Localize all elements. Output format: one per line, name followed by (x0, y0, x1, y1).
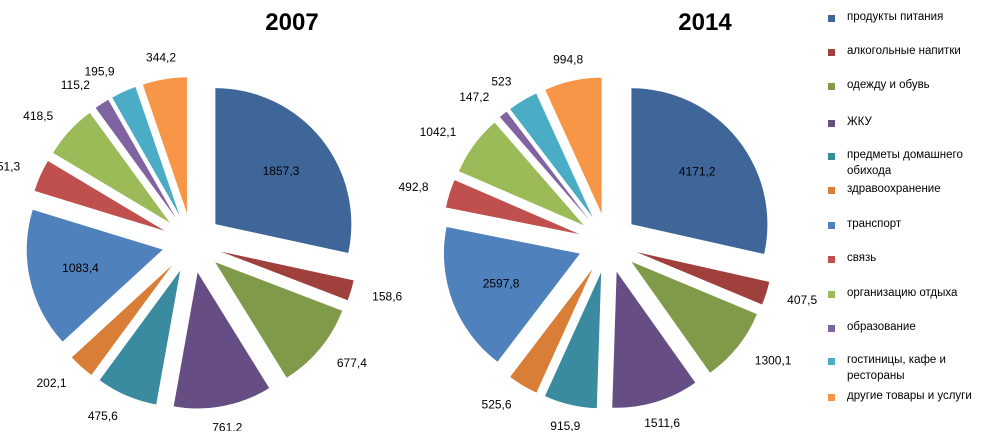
legend-item: здравоохранение (822, 181, 1003, 197)
data-label: 1042,1 (420, 125, 457, 139)
legend-label: здравоохранение (847, 183, 941, 195)
legend-swatch (828, 49, 835, 56)
data-label: 915,9 (550, 419, 580, 431)
legend-item: другие товары и услуги (822, 388, 1003, 404)
legend-item: одежду и обувь (822, 77, 1003, 93)
pie-2014: 4171,2 407,5 1300,1 1511,6 915,9 525,6 2597,8 4… (398, 52, 817, 433)
pie-slice (220, 251, 354, 301)
legend-item: организацию отдыха (822, 285, 1003, 301)
legend-swatch (828, 222, 835, 229)
legend-item: гостиницы, кафе и рестораны (822, 352, 1003, 384)
legend-swatch (828, 187, 835, 194)
legend-label: предметы домашнего обихода (847, 149, 963, 177)
pie-slice (499, 111, 590, 220)
legend-swatch (828, 120, 835, 127)
legend-label: одежду и обувь (847, 79, 930, 91)
legend-swatch (828, 291, 835, 298)
legend-label: транспорт (847, 218, 902, 230)
legend-item: образование (822, 319, 1003, 335)
pie-slice (545, 272, 602, 409)
pie-slice (631, 261, 757, 373)
legend-swatch (828, 153, 835, 160)
pie-slice (142, 77, 188, 214)
pie-slice (636, 252, 770, 305)
data-label: 1083,4 (62, 261, 99, 275)
data-label: 1511,6 (644, 416, 680, 430)
chart-title-2014: 2014 (678, 9, 732, 36)
data-label: 115,2 (61, 78, 90, 92)
legend-swatch (828, 325, 835, 332)
legend-swatch (828, 15, 835, 22)
legend-swatch (828, 256, 835, 263)
data-label: 1300,1 (755, 353, 792, 367)
legend-label: гостиницы, кафе и рестораны (847, 354, 946, 382)
pie-slice (26, 209, 163, 342)
legend-item: связь (822, 250, 1003, 266)
pie-slice (215, 88, 352, 253)
legend-label: другие товары и услуги (847, 390, 972, 402)
legend-swatch (828, 394, 835, 401)
legend-swatch (828, 358, 835, 365)
data-label: 344,2 (146, 51, 176, 65)
legend-item: предметы домашнего обихода (822, 147, 1003, 179)
legend-label: алкогольные напитки (847, 45, 961, 57)
pie-slice (95, 99, 176, 218)
data-label: 523 (491, 75, 511, 89)
pie-slice (445, 180, 580, 235)
legend-item: алкогольные напитки (822, 43, 1003, 59)
legend-label: продукты питания (847, 11, 944, 23)
pie-slice (71, 265, 172, 375)
data-label: 202,1 (36, 376, 66, 390)
pie-slice (612, 271, 696, 408)
data-label: 147,2 (459, 90, 489, 104)
data-label: 677,4 (337, 356, 367, 370)
pie-slice (510, 93, 593, 218)
pie-slice (99, 270, 181, 405)
legend-item: продукты питания (822, 9, 1003, 25)
pie-slice (458, 122, 584, 226)
data-label: 1857,3 (263, 164, 300, 178)
pie-slice (173, 272, 270, 409)
pie-slice (545, 77, 602, 214)
legend-swatch (828, 83, 835, 90)
data-label: 492,8 (398, 180, 428, 194)
data-label: 195,9 (84, 65, 114, 79)
data-label: 158,6 (372, 290, 402, 304)
data-label: 475,6 (88, 409, 118, 423)
chart-title-2007: 2007 (265, 9, 318, 36)
legend: продукты питания алкогольные напитки оде… (822, 0, 1003, 431)
legend-label: ЖКУ (847, 116, 872, 128)
data-label: 994,8 (553, 52, 583, 66)
pie-slice (53, 112, 170, 223)
pie-slice (631, 88, 768, 255)
pie-slice (112, 87, 180, 216)
data-label: 251,3 (0, 160, 21, 174)
data-label: 761,2 (212, 421, 242, 431)
pie-charts: 2007 2014 1857,3 158,6 677,4 761,2 475,6 202,… (0, 9, 817, 435)
legend-label: организацию отдыха (847, 287, 958, 299)
legend-item: ЖКУ (822, 114, 1003, 130)
pie-2007: 1857,3 158,6 677,4 761,2 475,6 202,1 1083,4 251… (0, 51, 403, 435)
data-label: 407,5 (787, 293, 817, 307)
data-label: 2597,8 (483, 276, 520, 290)
legend-item: транспорт (822, 216, 1003, 232)
pie-slice (510, 268, 593, 393)
data-label: 4171,2 (679, 165, 716, 179)
legend-label: образование (847, 321, 916, 333)
pie-slice (34, 160, 165, 231)
data-label: 418,5 (23, 109, 53, 123)
data-label: 525,6 (482, 397, 512, 411)
legend-label: связь (847, 252, 877, 264)
pie-slice (443, 227, 580, 362)
pie-slice (215, 262, 343, 378)
